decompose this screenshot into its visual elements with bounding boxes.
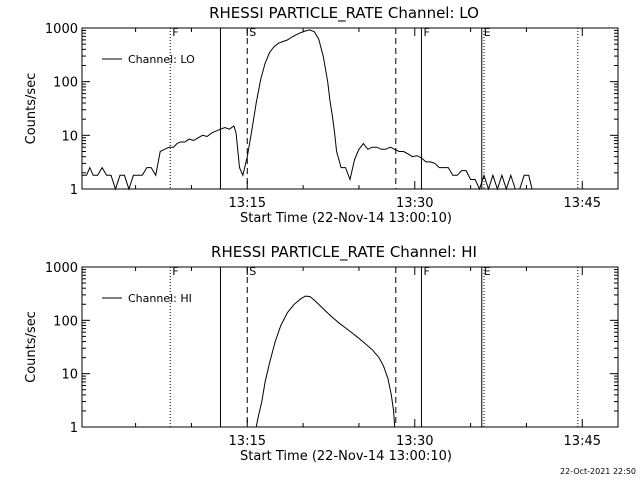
y-axis-label: Counts/sec: [24, 73, 39, 145]
y-tick-label: 10: [61, 129, 78, 144]
chart-title: RHESSI PARTICLE_RATE Channel: HI: [211, 243, 477, 262]
x-axis-label: Start Time (22-Nov-14 13:00:10): [240, 449, 452, 464]
event-marker-label: F: [423, 265, 429, 278]
event-marker-label: F: [423, 26, 429, 39]
event-marker-label: F: [172, 26, 178, 39]
y-tick-label: 1: [70, 421, 78, 436]
y-tick-label: 100: [53, 314, 78, 329]
x-tick-label: 13:30: [396, 434, 433, 449]
x-tick-label: 13:15: [229, 434, 266, 449]
legend-label: Channel: HI: [128, 292, 192, 305]
plot-frame: [81, 266, 619, 428]
y-tick-label: 1: [70, 183, 78, 198]
y-axis-label: Counts/sec: [24, 311, 39, 383]
y-tick-label: 100: [53, 76, 78, 91]
event-marker-label: E: [484, 265, 491, 278]
y-tick-label: 1000: [45, 22, 78, 37]
event-marker-label: S: [249, 26, 256, 39]
event-marker-label: F: [172, 265, 178, 278]
series-line: [255, 295, 396, 428]
x-tick-label: 13:30: [396, 196, 433, 211]
event-marker-label: S: [249, 265, 256, 278]
event-marker-label: E: [484, 26, 491, 39]
x-tick-label: 13:45: [564, 434, 601, 449]
y-tick-label: 1000: [45, 261, 78, 276]
x-tick-label: 13:15: [229, 196, 266, 211]
legend-label: Channel: LO: [128, 53, 195, 66]
x-axis-label: Start Time (22-Nov-14 13:00:10): [240, 211, 452, 226]
chart-title: RHESSI PARTICLE_RATE Channel: LO: [209, 4, 479, 23]
timestamp-text: 22-Oct-2021 22:50: [560, 467, 636, 476]
series-line: [82, 29, 533, 191]
plot-frame: [81, 27, 619, 190]
y-tick-label: 10: [61, 368, 78, 383]
x-tick-label: 13:45: [564, 196, 601, 211]
